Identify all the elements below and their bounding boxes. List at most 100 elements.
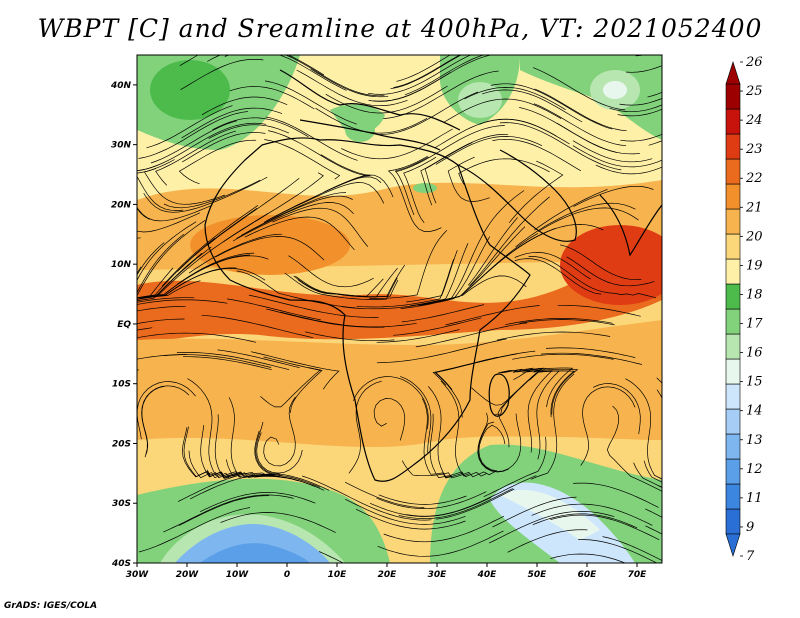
lat-tick-label: 40S — [111, 559, 131, 569]
streamline — [566, 256, 655, 287]
streamline — [497, 367, 541, 448]
streamline — [383, 515, 505, 543]
streamline — [406, 250, 458, 303]
streamline — [182, 132, 266, 163]
lat-tick-label: 20S — [112, 439, 131, 449]
streamline — [138, 122, 267, 171]
colorbar-segment — [725, 383, 741, 410]
streamline — [492, 138, 582, 172]
streamline — [368, 55, 493, 102]
streamline — [661, 61, 662, 63]
streamline — [207, 55, 325, 76]
asia-pale — [603, 81, 627, 99]
streamline — [178, 495, 270, 526]
streamline — [643, 460, 662, 483]
streamlines — [137, 55, 662, 563]
streamline — [220, 512, 336, 533]
streamline — [215, 236, 325, 261]
streamline — [512, 367, 576, 418]
streamline — [393, 55, 461, 88]
streamline — [602, 536, 662, 561]
colorbar-segment — [725, 358, 741, 385]
streamline — [560, 244, 642, 281]
streamline — [528, 256, 657, 299]
streamline — [137, 266, 142, 275]
streamline — [188, 450, 299, 482]
streamline — [469, 196, 550, 287]
streamline — [387, 155, 442, 232]
lon-tick-label: 30W — [126, 570, 150, 580]
north-atlantic-dark — [150, 60, 230, 120]
streamline — [137, 205, 211, 222]
colorbar-segment — [725, 333, 741, 360]
streamline — [137, 305, 186, 312]
streamline — [260, 367, 322, 408]
streamline — [403, 156, 437, 224]
streamline — [538, 207, 639, 232]
streamline — [378, 494, 467, 505]
streamline — [250, 351, 340, 390]
streamline — [353, 376, 429, 430]
streamline — [137, 280, 201, 300]
streamline — [482, 89, 583, 123]
colorbar-segment — [725, 158, 741, 185]
streamline — [532, 513, 638, 529]
lon-tick-label: 30E — [428, 570, 448, 580]
streamline — [478, 424, 506, 472]
colorbar-top-arrow — [725, 61, 741, 85]
lon-tick-label: 60E — [578, 570, 598, 580]
streamline — [373, 398, 406, 441]
colorbar-label: 20 — [745, 229, 763, 244]
streamline — [415, 322, 528, 348]
lon-axis: 30W 20W 10W 0 10E 20E 30E 40E 50E 60E 70E — [126, 563, 647, 580]
streamline — [256, 432, 303, 474]
lat-tick-label: 30S — [112, 499, 131, 509]
streamline — [227, 298, 321, 321]
streamline — [143, 176, 268, 213]
streamline — [376, 491, 487, 509]
streamline — [514, 258, 602, 295]
streamline — [341, 128, 453, 160]
med-coast — [299, 119, 441, 151]
streamline — [444, 98, 562, 123]
map-title: WBPT [C] and Sreamline at 400hPa, VT: 20… — [37, 14, 763, 43]
streamline — [284, 272, 398, 300]
streamline — [645, 508, 662, 518]
lon-tick-label: 10E — [328, 570, 348, 580]
streamline — [464, 87, 566, 111]
streamline — [137, 381, 196, 440]
streamline — [137, 281, 186, 300]
streamline — [424, 142, 473, 204]
streamline — [534, 188, 608, 231]
streamline — [626, 65, 662, 73]
streamline — [429, 413, 487, 478]
streamline — [150, 120, 237, 164]
plot-frame — [136, 54, 663, 564]
streamline — [524, 367, 574, 408]
streamline — [458, 158, 550, 185]
streamline — [138, 111, 248, 159]
streamline — [445, 305, 540, 326]
colorbar-bottom-arrow — [725, 533, 741, 557]
streamline — [183, 356, 272, 371]
streamline — [376, 338, 507, 364]
streamline — [432, 356, 498, 386]
streamline — [396, 55, 451, 82]
streamline — [440, 380, 470, 477]
streamline — [377, 530, 504, 557]
streamline — [508, 160, 564, 223]
streamline — [656, 377, 662, 384]
colorbar-segment — [725, 83, 741, 110]
streamline — [534, 88, 627, 132]
streamline — [320, 154, 371, 192]
colorbar-label: 14 — [746, 404, 763, 419]
streamline — [199, 492, 316, 513]
streamline — [137, 220, 206, 296]
streamline — [488, 511, 615, 544]
streamline — [545, 347, 636, 358]
streamline — [390, 55, 462, 90]
streamline — [155, 130, 236, 186]
streamline — [606, 405, 662, 492]
streamline — [176, 351, 290, 371]
